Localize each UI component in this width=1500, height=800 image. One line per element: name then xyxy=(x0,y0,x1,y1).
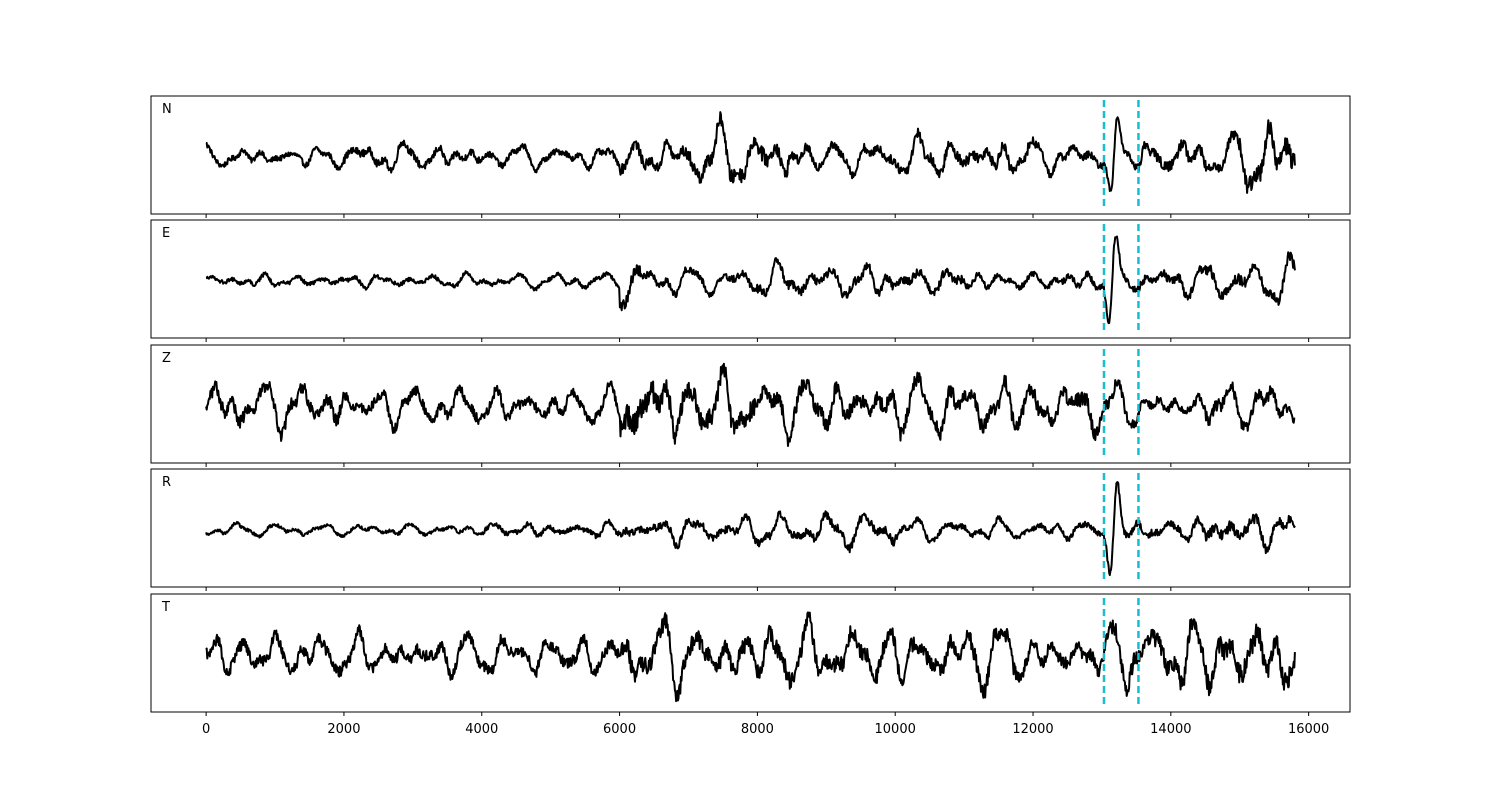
x-tick-label: 16000 xyxy=(1288,722,1329,737)
panel-t-frame xyxy=(150,593,1351,713)
x-tick-label: 2000 xyxy=(327,722,360,737)
channel-label: Z xyxy=(162,351,171,366)
channel-label: R xyxy=(162,475,171,490)
channel-label: N xyxy=(162,102,172,117)
x-tick-label: 6000 xyxy=(603,722,636,737)
channel-label: E xyxy=(162,226,170,241)
channel-label: T xyxy=(161,600,170,615)
panel-r-frame xyxy=(150,468,1351,588)
trace-r xyxy=(205,481,1296,577)
trace-n xyxy=(205,111,1296,194)
panel-n-frame xyxy=(150,95,1351,215)
panel-z-frame xyxy=(150,344,1351,464)
trace-e xyxy=(205,235,1296,325)
panel-e-frame xyxy=(150,219,1351,339)
trace-t xyxy=(205,611,1296,703)
x-tick-label: 12000 xyxy=(1012,722,1053,737)
x-tick-label: 10000 xyxy=(875,722,916,737)
x-tick-label: 4000 xyxy=(465,722,498,737)
x-tick-label: 8000 xyxy=(741,722,774,737)
x-tick-label: 14000 xyxy=(1150,722,1191,737)
x-tick-label: 0 xyxy=(202,722,210,737)
trace-z xyxy=(205,362,1296,447)
